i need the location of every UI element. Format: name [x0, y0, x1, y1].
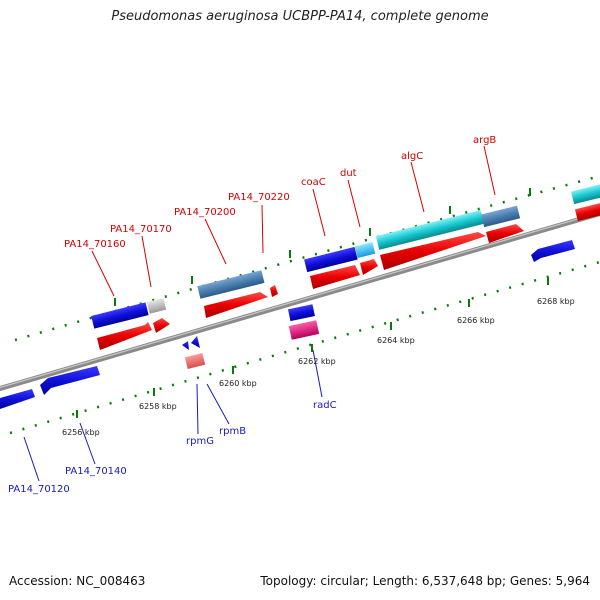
genome-title: Pseudomonas aeruginosa UCBPP-PA14, compl…: [111, 9, 489, 24]
label-pa14-70140[interactable]: PA14_70140: [65, 466, 127, 477]
gene-edge-teal[interactable]: [570, 184, 600, 205]
label-pa14-70160[interactable]: PA14_70160: [64, 239, 126, 250]
label-dut[interactable]: dut: [340, 168, 357, 179]
gene-rpm-rna[interactable]: [184, 353, 206, 369]
gene-argB[interactable]: [481, 205, 521, 228]
label-radC[interactable]: radC: [313, 400, 337, 411]
label-algC[interactable]: algC: [401, 151, 423, 162]
tick-label-6256: 6256 kbp: [62, 428, 100, 437]
label-rpmB[interactable]: rpmB: [219, 426, 246, 437]
tick-label-6268: 6268 kbp: [537, 297, 575, 306]
gene-rpmG[interactable]: [182, 341, 189, 350]
tick-label-6258: 6258 kbp: [139, 402, 177, 411]
gene-radC-rna[interactable]: [288, 320, 320, 340]
major-ticks: [76, 188, 549, 418]
gene-algC[interactable]: [375, 210, 485, 250]
gene-dut-rna[interactable]: [360, 259, 378, 275]
gene-pa14-70170-rna[interactable]: [153, 318, 170, 333]
forward-strand-genes: [91, 184, 600, 350]
gene-algC-rna[interactable]: [380, 232, 486, 270]
forward-tick-track: [14, 174, 600, 342]
reverse-strand-genes: [0, 240, 575, 409]
gene-pa14-70140[interactable]: [40, 366, 100, 395]
gene-pa14-70120[interactable]: [0, 389, 35, 409]
gene-edge-red[interactable]: [574, 203, 600, 221]
label-pa14-70200[interactable]: PA14_70200: [174, 207, 236, 218]
gene-rpmB[interactable]: [191, 336, 200, 348]
reverse-leader-lines: [23, 349, 323, 482]
tick-label-6266: 6266 kbp: [457, 316, 495, 325]
label-argB[interactable]: argB: [473, 135, 496, 146]
gene-argB-rna[interactable]: [486, 224, 524, 243]
genome-summary-text: Topology: circular; Length: 6,537,648 bp…: [260, 574, 590, 588]
label-pa14-70220[interactable]: PA14_70220: [228, 192, 290, 203]
gene-coaC[interactable]: [304, 246, 358, 273]
tick-label-6264: 6264 kbp: [377, 336, 415, 345]
label-rpmG[interactable]: rpmG: [186, 436, 214, 447]
tick-label-6260: 6260 kbp: [219, 379, 257, 388]
gene-radC[interactable]: [287, 304, 315, 322]
gene-coaC-rna[interactable]: [310, 265, 360, 289]
label-pa14-70120[interactable]: PA14_70120: [8, 484, 70, 495]
genome-backbone-highlight: [0, 211, 600, 389]
tick-label-6262: 6262 kbp: [298, 357, 336, 366]
label-coaC[interactable]: coaC: [301, 177, 326, 188]
accession-text: Accession: NC_008463: [9, 574, 146, 588]
gene-pa14-70200[interactable]: [197, 270, 265, 299]
gene-pa14-70220-rna[interactable]: [270, 285, 278, 297]
gene-pa14-70160[interactable]: [91, 302, 149, 329]
gene-dut[interactable]: [354, 242, 376, 258]
gene-pa14-70200-rna[interactable]: [204, 292, 268, 318]
forward-leader-lines: [91, 145, 496, 297]
reverse-tick-track: [9, 260, 600, 435]
gene-pa14-70170[interactable]: [146, 298, 167, 314]
gene-reverse-6268[interactable]: [531, 240, 575, 262]
label-pa14-70170[interactable]: PA14_70170: [110, 224, 172, 235]
gene-pa14-70160-rna[interactable]: [97, 322, 152, 350]
